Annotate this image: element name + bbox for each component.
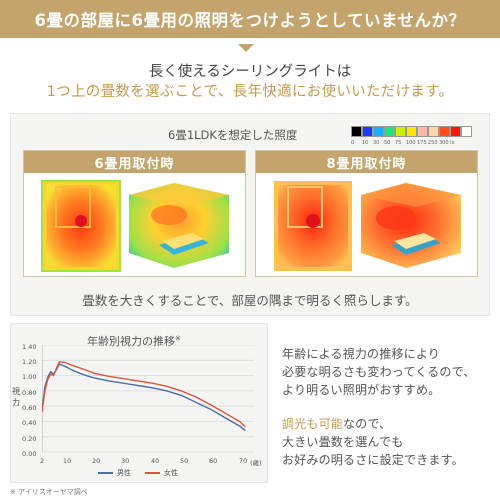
x-axis-unit: (歳): [250, 459, 262, 467]
legend-line-male: [98, 472, 113, 474]
panel-8jo: 8畳用取付時: [255, 150, 478, 277]
y-tick-label: 0.00: [22, 450, 37, 458]
x-tick-label: 30: [121, 457, 130, 465]
legend-value-label: 10: [362, 140, 369, 146]
legend-value-label: 100: [406, 140, 416, 146]
legend-swatch: [395, 126, 406, 137]
y-tick-label: 0.60: [22, 404, 37, 412]
x-tick-label: 60: [209, 457, 218, 465]
x-tick-label: 20: [92, 457, 101, 465]
subtitle-line2: 1つ上の畳数を選ぶことで、長年快適にお使いいただけます。: [46, 84, 454, 100]
y-tick-label: 0.40: [22, 419, 37, 427]
x-tick-label: 50: [180, 457, 189, 465]
down-triangle-icon: [238, 44, 254, 52]
panel-6jo: 6畳用取付時: [23, 150, 246, 277]
y-tick-label: 0.20: [22, 435, 37, 443]
y-tick-label: 1.00: [22, 373, 37, 381]
subtitle-line1: 長く使えるシーリングライトは: [148, 64, 352, 80]
illuminance-legend-labels: 0 10 30 50 75 100 175 250 300 lx: [351, 140, 461, 146]
footnote: ※ アイリスオーヤマ調べ: [10, 488, 88, 496]
legend-value-label: 30: [373, 140, 380, 146]
legend-swatch: [384, 126, 395, 137]
dimming-highlight: 調光も可能: [282, 417, 344, 431]
series-line-female: [42, 361, 246, 428]
chart-title-mark: ※: [175, 334, 181, 343]
legend-swatch: [439, 126, 450, 137]
legend-value-label: 250: [428, 140, 438, 146]
header-banner: 6畳の部屋に6畳用の照明をつけようとしていませんか？: [0, 0, 500, 38]
illuminance-legend: [351, 126, 472, 137]
legend-swatch: [417, 126, 428, 137]
legend-label-female: 女性: [164, 469, 178, 477]
legend-value-label: 300: [439, 140, 449, 146]
right-text-line3: より明るい照明がおすすめ。: [282, 383, 441, 397]
illuminance-title: 6畳1LDKを想定した照度: [168, 128, 298, 142]
right-text-line4: 調光も可能なので、: [282, 417, 392, 431]
legend-value-label: lx: [450, 140, 455, 146]
panel-8jo-label: 8畳用取付時: [256, 151, 477, 173]
vision-line-chart: [42, 345, 254, 453]
legend-label-male: 男性: [117, 469, 131, 477]
legend-value-label: 75: [395, 140, 402, 146]
legend-value-label: 50: [384, 140, 391, 146]
legend-swatch: [450, 126, 461, 137]
right-text-line1: 年齢による視力の推移により: [282, 347, 441, 361]
legend-swatch: [406, 126, 417, 137]
y-tick-label: 1.40: [22, 343, 37, 351]
heatmap-8jo-image: [274, 181, 461, 271]
right-text-line6: お好みの明るさに設定できます。: [282, 453, 464, 467]
legend-swatch: [461, 126, 472, 137]
x-tick-label: 2: [40, 457, 45, 465]
x-tick-label: 70: [239, 457, 248, 465]
legend-swatch: [373, 126, 384, 137]
legend-swatch: [351, 126, 362, 137]
y-tick-label: 1.20: [22, 358, 37, 366]
y-tick-label: 0.80: [22, 389, 37, 397]
heatmap-6jo-image: [41, 180, 229, 272]
x-tick-label: 40: [151, 457, 160, 465]
legend-value-label: 0: [351, 140, 355, 146]
illuminance-note: 畳数を大きくすることで、部屋の隅まで明るく照らします。: [82, 293, 418, 308]
legend-swatch: [428, 126, 439, 137]
x-tick-label: 10: [63, 457, 72, 465]
right-text-line2: 必要な明るさも変わってくるので、: [282, 365, 476, 379]
panel-6jo-label: 6畳用取付時: [24, 151, 245, 173]
legend-value-label: 175: [417, 140, 427, 146]
right-text-line5: 大きい畳数を選んでも: [282, 435, 404, 449]
legend-line-female: [145, 472, 160, 474]
series-line-male: [42, 363, 246, 432]
chart-ylabel: 視力: [12, 387, 20, 407]
chart-panel: [10, 323, 268, 483]
header-title: 6畳の部屋に6畳用の照明をつけようとしていませんか？: [34, 11, 466, 30]
legend-swatch: [362, 126, 373, 137]
